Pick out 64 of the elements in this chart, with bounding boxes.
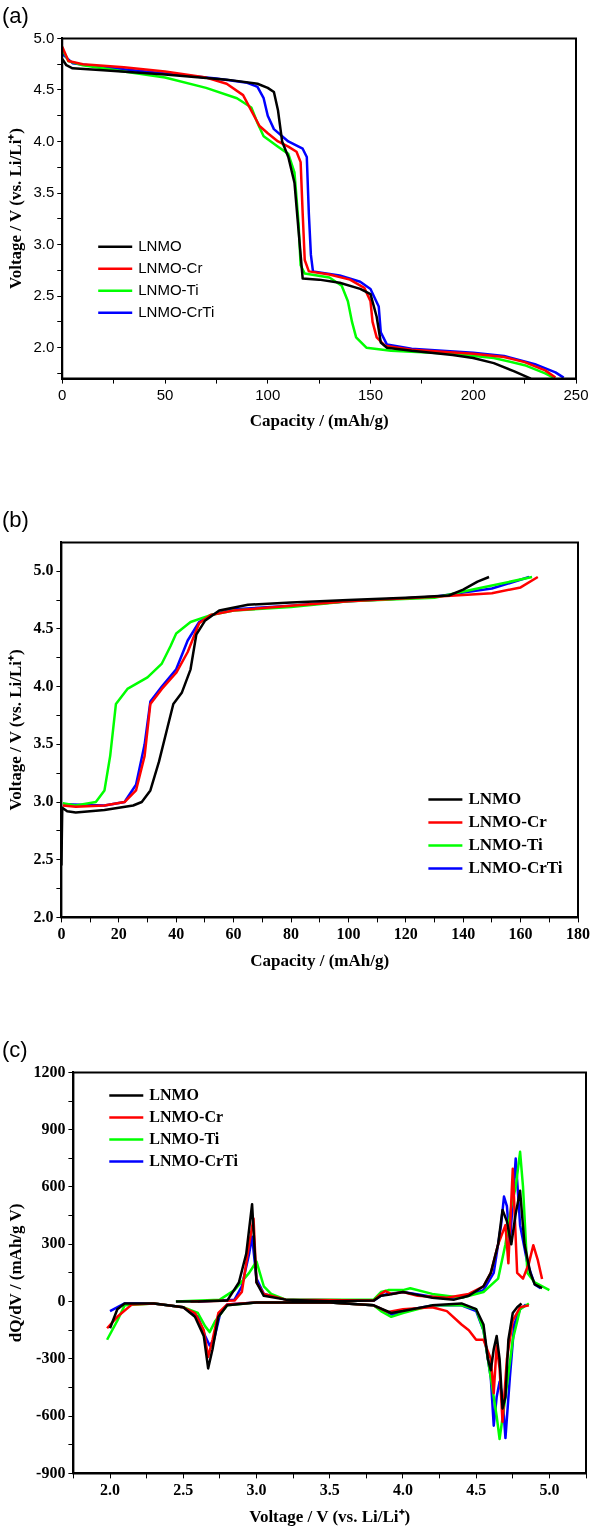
y-tick-label: 3.5	[33, 183, 55, 201]
x-tick-label: 40	[168, 925, 185, 943]
legend-label: LNMO	[149, 1085, 200, 1103]
y-tick-label: 1200	[33, 1062, 66, 1080]
legend-label: LNMO-Cr	[149, 1107, 224, 1125]
y-tick-label: -300	[36, 1348, 66, 1366]
legend-label: LNMO-CrTi	[468, 857, 563, 877]
legend-label: LNMO-CrTi	[149, 1151, 239, 1169]
y-tick-label: 2.0	[33, 337, 55, 355]
x-tick-label: 120	[393, 925, 418, 943]
legend-label: LNMO-Ti	[138, 280, 199, 298]
y-tick-label: 0	[57, 1291, 66, 1309]
y-tick-label: 4.5	[33, 619, 54, 637]
legend-label: LNMO-Cr	[468, 811, 548, 831]
y-tick-label: 5.0	[33, 28, 55, 46]
x-tick-label: 3.0	[246, 1481, 267, 1499]
x-tick-label: 80	[283, 925, 299, 943]
y-tick-label: 300	[41, 1234, 66, 1252]
y-tick-label: 4.0	[33, 131, 55, 149]
y-tick-label: 3.0	[33, 234, 55, 252]
legend-label: LNMO	[138, 236, 182, 254]
y-tick-label: 900	[41, 1119, 66, 1137]
x-tick-label: 100	[336, 925, 361, 943]
x-axis-title: Capacity / (mAh/g)	[250, 951, 390, 971]
y-tick-label: -600	[36, 1406, 66, 1424]
x-tick-label: 20	[110, 925, 127, 943]
x-tick-label: 160	[508, 925, 533, 943]
x-tick-label: 180	[566, 925, 590, 943]
x-tick-label: 250	[563, 385, 589, 403]
y-tick-label: 2.5	[33, 849, 54, 867]
x-tick-label: 60	[225, 925, 242, 943]
legend-label: LNMO-Ti	[149, 1129, 220, 1147]
chart-title: (c)	[2, 1037, 28, 1063]
legend-label: LNMO-Ti	[468, 834, 543, 854]
x-tick-label: 4.0	[392, 1481, 413, 1499]
x-tick-label: 2.5	[173, 1481, 194, 1499]
x-tick-label: 3.5	[319, 1481, 340, 1499]
y-tick-label: 2.5	[33, 286, 55, 304]
y-tick-label: 5.0	[33, 561, 54, 579]
x-tick-label: 2.0	[100, 1481, 121, 1499]
x-tick-label: 150	[357, 385, 384, 403]
y-axis-title: Voltage / V (vs. Li/Li⁺)	[5, 649, 25, 811]
y-tick-label: 3.5	[33, 734, 54, 752]
x-tick-label: 4.5	[466, 1481, 487, 1499]
x-axis-title: Voltage / V (vs. Li/Li⁺)	[249, 1507, 411, 1527]
x-tick-label: 5.0	[539, 1481, 560, 1499]
x-tick-label: 200	[460, 385, 486, 403]
legend-label: LNMO	[468, 788, 522, 808]
x-tick-label: 140	[451, 925, 476, 943]
y-tick-label: 4.0	[33, 676, 54, 694]
legend-label: LNMO-CrTi	[138, 302, 215, 320]
y-tick-label: 4.5	[33, 80, 55, 98]
x-tick-label: 50	[156, 385, 174, 403]
chart-title: (b)	[2, 507, 29, 533]
y-tick-label: 2.0	[33, 907, 54, 925]
y-axis-title: Voltage / V (vs. Li/Li⁺)	[5, 127, 25, 290]
y-tick-label: 600	[41, 1177, 66, 1195]
y-tick-label: -900	[36, 1463, 66, 1481]
chart-title: (a)	[2, 3, 29, 29]
x-axis-title: Capacity / (mAh/g)	[249, 411, 389, 431]
y-tick-label: 3.0	[33, 792, 54, 810]
x-tick-label: 100	[255, 385, 281, 403]
y-axis-title: dQ/dV / (mAh/g V)	[5, 1203, 25, 1343]
legend-label: LNMO-Cr	[138, 258, 203, 276]
